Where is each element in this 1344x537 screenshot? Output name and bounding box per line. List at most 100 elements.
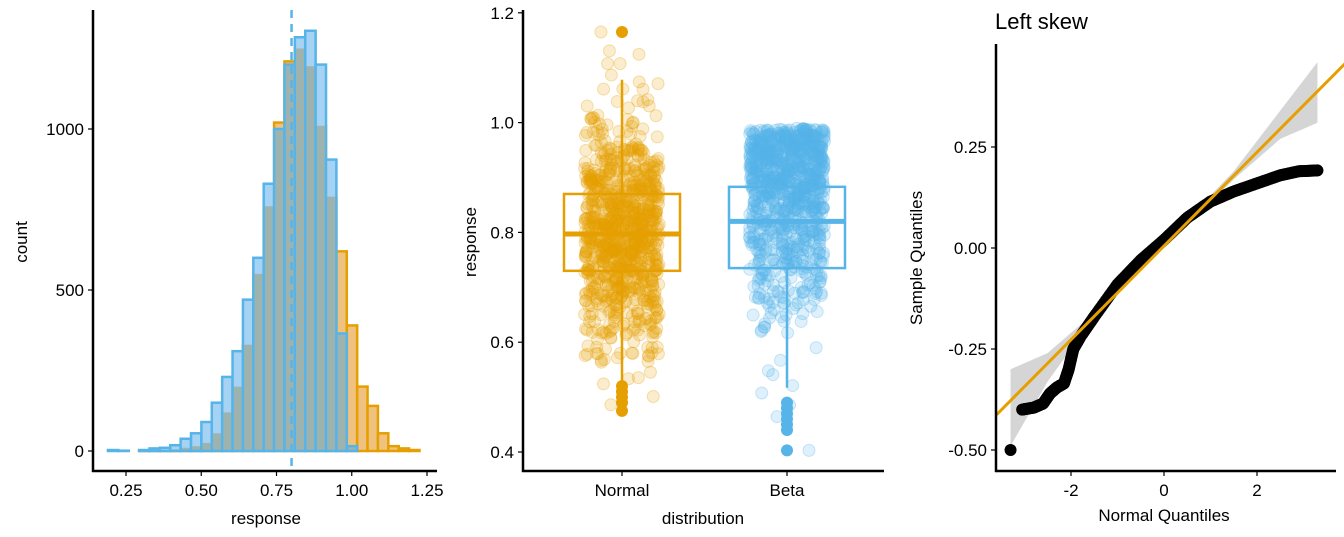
jitter-point: [593, 179, 607, 193]
jitter-point: [645, 273, 659, 287]
jitter-point: [788, 125, 802, 139]
jitter-point: [581, 262, 595, 276]
jitter-point: [814, 286, 828, 300]
overlap-fill: [243, 344, 253, 451]
jitter-point: [610, 248, 624, 262]
jitter-point: [604, 196, 618, 210]
jitter-point: [815, 158, 829, 172]
jitter-point: [796, 205, 810, 219]
jitter-point: [808, 152, 822, 166]
jitter-point: [649, 205, 663, 219]
jitter-point: [752, 142, 766, 156]
jitter-point: [639, 162, 653, 176]
jitter-point: [791, 296, 805, 310]
qq-point: [1004, 444, 1017, 456]
jitter-point: [600, 160, 614, 174]
y-ticks: 0 500 1000: [46, 120, 93, 461]
jitter-point: [793, 164, 807, 178]
jitter-point: [769, 178, 783, 192]
jitter-point: [645, 341, 659, 355]
jitter-point: [580, 99, 594, 113]
jitter-point: [625, 237, 639, 251]
jitter-point: [637, 153, 651, 167]
jitter-point: [600, 118, 614, 132]
jitter-point: [805, 225, 819, 239]
jitter-point: [592, 250, 606, 264]
jitter-point: [624, 127, 638, 141]
jitter-point: [589, 198, 603, 212]
jitter-point: [641, 299, 655, 313]
jitter-point: [586, 210, 600, 224]
jitter-point: [785, 201, 799, 215]
jitter-point: [580, 347, 594, 361]
jitter-point: [606, 209, 620, 223]
jitter-point: [579, 169, 593, 183]
jitter-point: [628, 158, 642, 172]
jitter-point: [625, 245, 639, 259]
jitter-point: [604, 142, 618, 156]
jitter-point: [642, 205, 656, 219]
jitter-point: [626, 243, 640, 257]
jitter-point: [610, 151, 624, 165]
jitter-point: [806, 135, 820, 149]
overlap-fill: [181, 447, 191, 451]
jitter-point: [634, 143, 648, 157]
jitter-point: [772, 154, 786, 168]
jitter-point: [795, 258, 809, 272]
jitter-point: [782, 247, 796, 261]
jitter-point: [642, 99, 656, 113]
jitter-point: [638, 175, 652, 189]
jitter-point: [648, 241, 662, 255]
jitter-point: [648, 178, 662, 192]
jitter-point: [610, 282, 624, 296]
jitter-point: [596, 240, 610, 254]
jitter-point: [756, 140, 770, 154]
jitter-point: [640, 207, 654, 221]
jitter-point: [817, 127, 831, 141]
jitter-point: [590, 217, 604, 231]
jitter-point: [604, 161, 618, 175]
jitter-point: [813, 155, 827, 169]
jitter-point: [611, 272, 625, 286]
jitter-point: [747, 154, 761, 168]
jitter-point: [796, 286, 810, 300]
jitter-point: [747, 279, 761, 293]
jitter-point: [624, 243, 638, 257]
jitter-point: [786, 191, 800, 205]
jitter-point: [808, 286, 822, 300]
jitter-point: [628, 237, 642, 251]
outlier-point: [781, 444, 793, 457]
jitter-point: [599, 294, 613, 308]
jitter-point: [797, 230, 811, 244]
jitter-point: [744, 235, 758, 249]
jitter-point: [584, 169, 598, 183]
jitter-point: [800, 205, 814, 219]
jitter-point: [788, 154, 802, 168]
jitter-point: [777, 204, 791, 218]
jitter-point: [618, 255, 632, 269]
overlap-fill: [327, 196, 336, 451]
jitter-point: [641, 197, 655, 211]
y-tick-label: 0.4: [490, 443, 514, 462]
jitter-point: [606, 201, 620, 215]
jitter-point: [641, 203, 655, 217]
jitter-point: [811, 196, 825, 210]
jitter-point: [748, 187, 762, 201]
jitter-point: [627, 206, 641, 220]
jitter-point: [795, 243, 809, 257]
y-tick-label: 1.0: [490, 114, 514, 133]
jitter-point: [750, 199, 764, 213]
jitter-point: [642, 199, 656, 213]
jitter-point: [770, 187, 784, 201]
jitter-point: [799, 181, 813, 195]
jitter-point: [784, 253, 798, 267]
jitter-point: [814, 288, 828, 302]
jitter-point: [648, 285, 662, 299]
jitter-point: [796, 160, 810, 174]
jitter-point: [797, 230, 811, 244]
jitter-point: [649, 211, 663, 225]
jitter-point: [584, 112, 598, 126]
jitter-point: [756, 188, 770, 202]
jitter-point: [624, 213, 638, 227]
jitter-point: [759, 190, 773, 204]
